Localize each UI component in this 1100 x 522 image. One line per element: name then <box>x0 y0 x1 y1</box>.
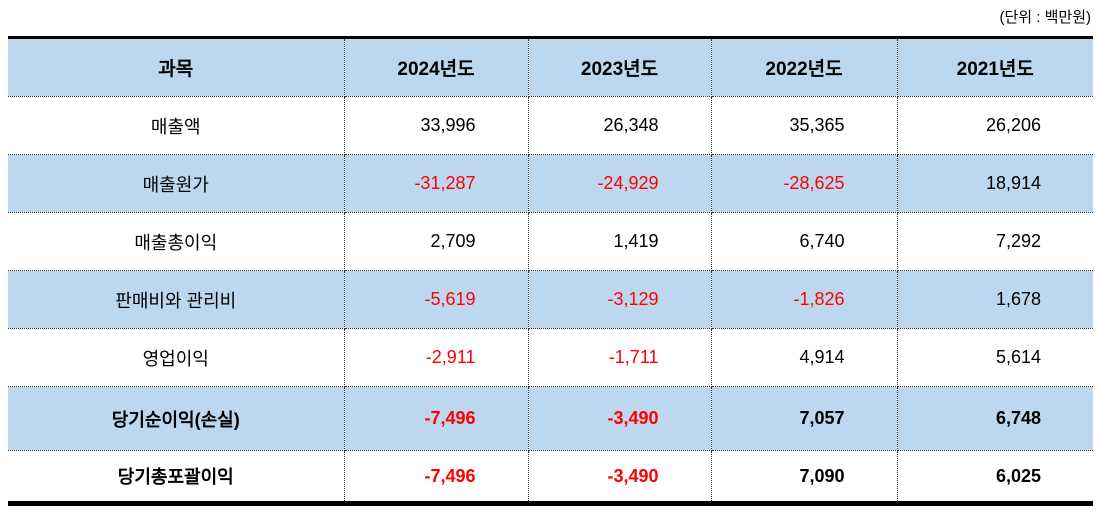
column-header-2021: 2021년도 <box>897 37 1093 97</box>
table-row-gross-profit: 매출총이익 2,709 1,419 6,740 7,292 <box>8 212 1093 271</box>
cell-value: 33,996 <box>344 96 529 155</box>
cell-value: 6,025 <box>897 450 1093 504</box>
row-label: 당기총포괄이익 <box>8 450 345 504</box>
row-label: 판매비와 관리비 <box>8 270 345 329</box>
cell-value: 18,914 <box>897 154 1093 213</box>
cell-value: 6,740 <box>711 212 898 271</box>
row-label: 매출총이익 <box>8 212 345 271</box>
cell-value: -31,287 <box>344 154 529 213</box>
header-row: 과목 2024년도 2023년도 2022년도 2021년도 <box>8 37 1093 97</box>
column-header-item: 과목 <box>8 37 345 97</box>
cell-value: 5,614 <box>897 328 1093 387</box>
column-header-2022: 2022년도 <box>711 37 898 97</box>
table-row-sga-expenses: 판매비와 관리비 -5,619 -3,129 -1,826 1,678 <box>8 270 1093 329</box>
cell-value: 1,678 <box>897 270 1093 329</box>
column-header-2024: 2024년도 <box>344 37 529 97</box>
table-row-total-comprehensive-income: 당기총포괄이익 -7,496 -3,490 7,090 6,025 <box>8 450 1093 504</box>
financial-table: 과목 2024년도 2023년도 2022년도 2021년도 매출액 33,99… <box>8 36 1093 506</box>
cell-value: -5,619 <box>344 270 529 329</box>
cell-value: 7,057 <box>711 386 898 451</box>
cell-value: -1,826 <box>711 270 898 329</box>
table-row-revenue: 매출액 33,996 26,348 35,365 26,206 <box>8 96 1093 155</box>
cell-value: 35,365 <box>711 96 898 155</box>
cell-value: 26,206 <box>897 96 1093 155</box>
cell-value: 6,748 <box>897 386 1093 451</box>
table-row-cost-of-sales: 매출원가 -31,287 -24,929 -28,625 18,914 <box>8 154 1093 213</box>
cell-value: 7,292 <box>897 212 1093 271</box>
cell-value: 2,709 <box>344 212 529 271</box>
cell-value: -24,929 <box>528 154 712 213</box>
cell-value: -2,911 <box>344 328 529 387</box>
cell-value: 1,419 <box>528 212 712 271</box>
row-label: 영업이익 <box>8 328 345 387</box>
cell-value: -3,490 <box>528 386 712 451</box>
cell-value: -3,129 <box>528 270 712 329</box>
cell-value: -3,490 <box>528 450 712 504</box>
cell-value: 4,914 <box>711 328 898 387</box>
cell-value: -28,625 <box>711 154 898 213</box>
row-label: 매출원가 <box>8 154 345 213</box>
column-header-2023: 2023년도 <box>528 37 712 97</box>
cell-value: 7,090 <box>711 450 898 504</box>
row-label: 당기순이익(손실) <box>8 386 345 451</box>
cell-value: -7,496 <box>344 386 529 451</box>
unit-note: (단위 : 백만원) <box>999 9 1092 26</box>
cell-value: -7,496 <box>344 450 529 504</box>
table-row-operating-profit: 영업이익 -2,911 -1,711 4,914 5,614 <box>8 328 1093 387</box>
row-label: 매출액 <box>8 96 345 155</box>
table-row-net-income: 당기순이익(손실) -7,496 -3,490 7,057 6,748 <box>8 386 1093 451</box>
cell-value: 26,348 <box>528 96 712 155</box>
cell-value: -1,711 <box>528 328 712 387</box>
